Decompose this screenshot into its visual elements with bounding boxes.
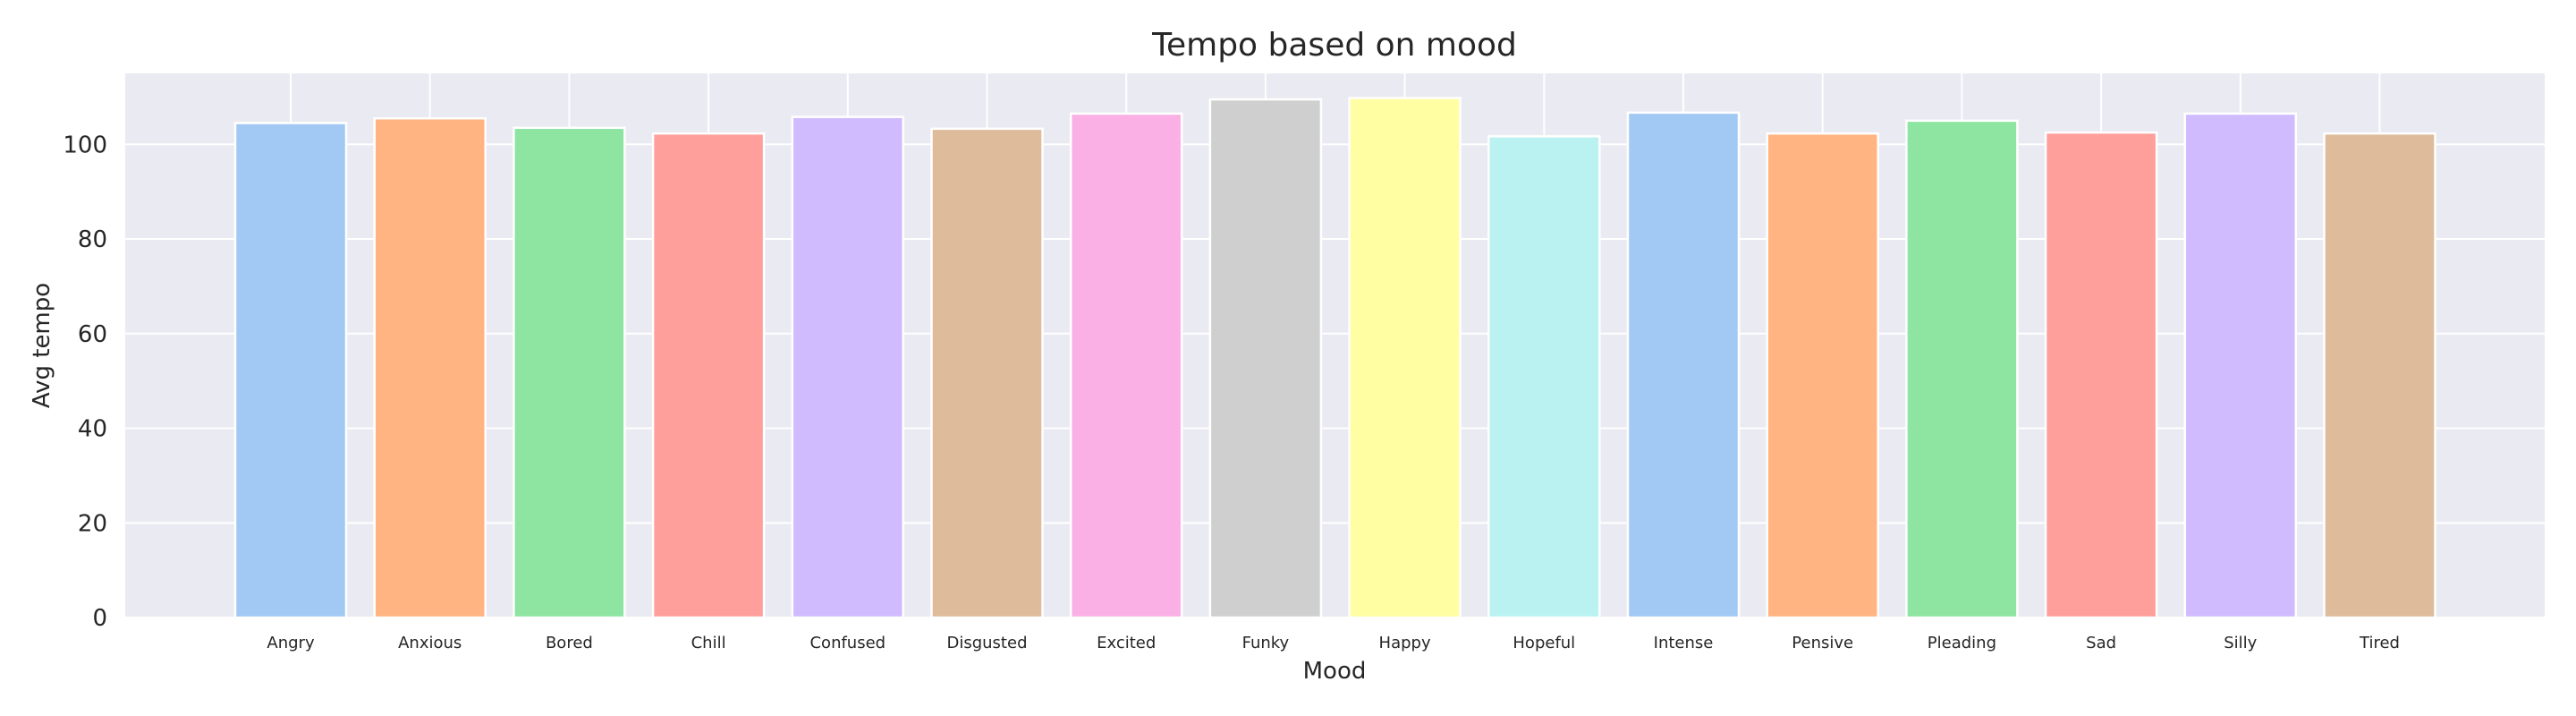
y-axis-label: Avg tempo xyxy=(29,283,55,408)
y-tick-label: 60 xyxy=(78,321,107,348)
bar-intense xyxy=(1626,111,1741,619)
y-tick-label: 20 xyxy=(78,510,107,537)
bar-chill xyxy=(651,132,766,619)
x-tick-labels: Angry Anxious Bored Chill Confused Disgusted E… xyxy=(267,634,2400,652)
x-axis-label: Mood xyxy=(1303,658,1367,685)
bar-pleading xyxy=(1905,119,2019,619)
bar-disgusted xyxy=(930,127,1044,619)
x-tick-label: Silly xyxy=(2224,634,2257,652)
bar-tired xyxy=(2323,132,2436,619)
x-tick-label: Excited xyxy=(1097,634,1156,652)
bar-angry xyxy=(233,122,348,619)
x-tick-label: Sad xyxy=(2086,634,2116,652)
bar-silly xyxy=(2183,112,2298,619)
bar-confused xyxy=(791,115,905,619)
x-tick-label: Hopeful xyxy=(1513,634,1575,652)
y-tick-label: 0 xyxy=(92,605,107,632)
x-tick-label: Tired xyxy=(2359,634,2400,652)
chart-title: Tempo based on mood xyxy=(1151,27,1517,64)
bar-happy xyxy=(1348,97,1462,619)
x-tick-label: Funky xyxy=(1242,634,1290,652)
x-tick-label: Bored xyxy=(546,634,593,652)
bar-hopeful xyxy=(1487,135,1601,619)
x-tick-label: Intense xyxy=(1654,634,1714,652)
x-tick-label: Pleading xyxy=(1928,634,1996,652)
x-tick-label: Angry xyxy=(267,634,315,652)
bar-sad xyxy=(2044,131,2158,619)
x-tick-label: Confused xyxy=(809,634,886,652)
bar-pensive xyxy=(1766,132,1879,619)
y-tick-label: 80 xyxy=(78,226,107,253)
bar-anxious xyxy=(373,116,487,619)
bar-bored xyxy=(513,126,626,619)
y-tick-labels: 0 20 40 60 80 100 xyxy=(63,132,107,632)
x-tick-label: Chill xyxy=(691,634,726,652)
bar-excited xyxy=(1069,112,1183,619)
x-tick-label: Anxious xyxy=(398,634,462,652)
bars xyxy=(233,97,2436,619)
y-tick-label: 100 xyxy=(63,132,107,158)
x-tick-label: Disgusted xyxy=(946,634,1027,652)
y-tick-label: 40 xyxy=(78,416,107,443)
bar-funky xyxy=(1208,98,1323,619)
plot-area xyxy=(125,73,2545,618)
x-tick-label: Pensive xyxy=(1792,634,1853,652)
x-tick-label: Happy xyxy=(1379,634,1431,652)
